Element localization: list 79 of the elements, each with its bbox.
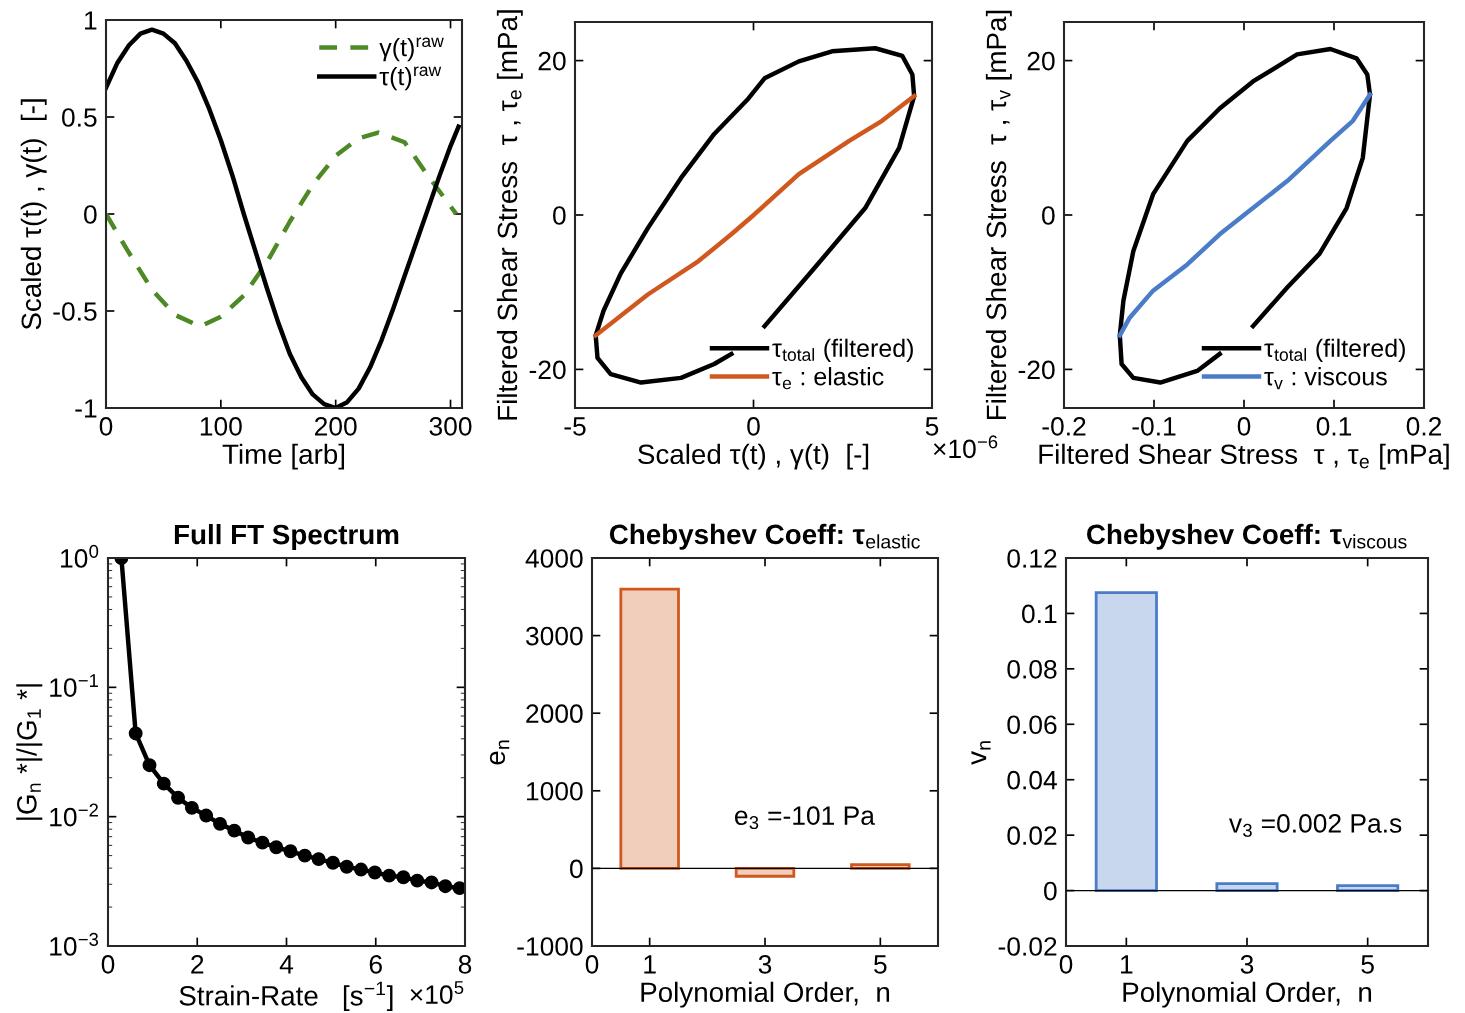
y-tick-label: 10$^{0}$ bbox=[61, 544, 99, 568]
x-tick-label: 0 bbox=[99, 417, 113, 436]
y-tick-label: 0 bbox=[570, 859, 583, 879]
chart-title: Full FT Spectrum bbox=[174, 523, 399, 550]
x-tick-label: -0.1 bbox=[1132, 417, 1176, 436]
x-axis-title: Time [arb] bbox=[222, 443, 345, 470]
y-tick-label: 3000 bbox=[525, 626, 583, 646]
x-tick-label: 3 bbox=[1240, 955, 1254, 974]
x-tick-label: 0 bbox=[101, 955, 115, 974]
text: ×10$^{−6}$ bbox=[933, 435, 998, 459]
x-tick-label: 0.2 bbox=[1406, 417, 1442, 436]
legend-label: τ$_{total}$ (filtered) bbox=[1264, 338, 1405, 362]
y-tick-label: 0.06 bbox=[1007, 715, 1057, 735]
x-tick-label: 100 bbox=[200, 417, 242, 436]
y-tick-label: 2000 bbox=[526, 704, 583, 724]
x-tick-label: 0 bbox=[585, 955, 599, 974]
y-tick-label: 1000 bbox=[526, 781, 583, 801]
chart-title: Chebyshev Coeff: τ$_{viscous}$ bbox=[1087, 523, 1407, 550]
y-tick-label: 0.12 bbox=[1007, 549, 1057, 568]
y-tick-label: 10$^{−3}$ bbox=[50, 932, 99, 956]
text: ×10$^{5}$ bbox=[410, 981, 464, 1004]
y-tick-label: 0 bbox=[553, 206, 566, 225]
x-tick-label: 0.1 bbox=[1316, 417, 1352, 436]
x-axis-title: Filtered Shear Stress τ , τ$_{e}$ [mPa] bbox=[1039, 443, 1449, 470]
x-axis-title: Polynomial Order, n bbox=[1123, 981, 1372, 1008]
y-tick-label: 10$^{−1}$ bbox=[50, 674, 98, 697]
y-tick-label: 0.08 bbox=[1007, 659, 1057, 679]
y-tick-label: -1000 bbox=[517, 937, 583, 956]
y-tick-label: 10$^{−2}$ bbox=[50, 803, 98, 827]
y-tick-label: -1 bbox=[75, 399, 97, 418]
y-tick-label: 0.04 bbox=[1007, 770, 1057, 790]
legend-label: γ(t)$^{raw}$ bbox=[379, 37, 444, 62]
legend-label: τ$_{total}$ (filtered) bbox=[772, 338, 913, 362]
legend-label: τ(t)$^{raw}$ bbox=[379, 66, 442, 91]
y-tick-label: 0.1 bbox=[1022, 604, 1057, 624]
x-tick-label: 1 bbox=[644, 955, 656, 974]
y-tick-label: -0.02 bbox=[998, 937, 1057, 956]
chart-title: Chebyshev Coeff: τ$_{elastic}$ bbox=[609, 523, 920, 550]
x-tick-label: 6 bbox=[369, 955, 382, 974]
y-tick-label: 0.5 bbox=[62, 108, 97, 127]
legend-label: τ$_{e}$ : elastic bbox=[772, 367, 884, 390]
y-tick-label: -20 bbox=[1018, 360, 1055, 380]
y-axis-title: Filtered Shear Stress τ , τ$_{v}$ [mPa] bbox=[985, 10, 1012, 419]
x-tick-label: 3 bbox=[758, 955, 772, 974]
x-tick-label: 0 bbox=[1237, 417, 1251, 436]
x-tick-label: 5 bbox=[925, 417, 939, 436]
y-axis-title: |G$_{n}$ *|/|G$_{1}$ *| bbox=[16, 684, 43, 820]
annotation: v$_{3}$ =0.002 Pa.s bbox=[1228, 814, 1402, 837]
y-axis-title: v$_{n}$ bbox=[971, 741, 991, 765]
legend-label: τ$_{v}$ : viscous bbox=[1264, 367, 1387, 390]
y-tick-label: 1 bbox=[85, 11, 97, 30]
x-tick-label: 0 bbox=[747, 417, 760, 436]
x-tick-label: -0.2 bbox=[1042, 417, 1086, 436]
y-axis-title: e$_{n}$ bbox=[489, 740, 510, 765]
x-tick-label: 4 bbox=[279, 955, 294, 974]
x-tick-label: 1 bbox=[1121, 955, 1133, 974]
x-tick-label: 8 bbox=[458, 955, 472, 974]
y-tick-label: 0 bbox=[1042, 206, 1055, 225]
x-tick-label: 2 bbox=[191, 955, 204, 974]
x-tick-label: 0 bbox=[1059, 955, 1073, 974]
y-tick-label: 4000 bbox=[525, 549, 583, 568]
y-tick-label: -0.5 bbox=[53, 302, 97, 321]
y-tick-label: 0.02 bbox=[1007, 826, 1057, 845]
y-axis-title: Scaled τ(t) , γ(t) [-] bbox=[20, 99, 47, 330]
x-axis-title: Strain-Rate [s$^{−1}$] bbox=[179, 981, 393, 1012]
y-tick-label: -20 bbox=[529, 360, 566, 380]
y-tick-label: 0 bbox=[1044, 881, 1057, 901]
x-tick-label: 200 bbox=[314, 417, 357, 436]
x-tick-label: 300 bbox=[429, 417, 472, 436]
y-tick-label: 20 bbox=[1027, 51, 1055, 71]
x-axis-title: Scaled τ(t) , γ(t) [-] bbox=[638, 443, 869, 470]
x-tick-label: 5 bbox=[874, 955, 887, 974]
annotation: e$_{3}$ =-101 Pa bbox=[734, 806, 875, 830]
x-tick-label: -5 bbox=[564, 417, 586, 436]
y-tick-label: 20 bbox=[538, 51, 566, 71]
y-tick-label: 0 bbox=[84, 205, 97, 224]
y-axis-title: Filtered Shear Stress τ , τ$_{e}$ [mPa] bbox=[496, 10, 523, 420]
x-axis-title: Polynomial Order, n bbox=[641, 981, 890, 1008]
x-tick-label: 5 bbox=[1361, 955, 1374, 974]
